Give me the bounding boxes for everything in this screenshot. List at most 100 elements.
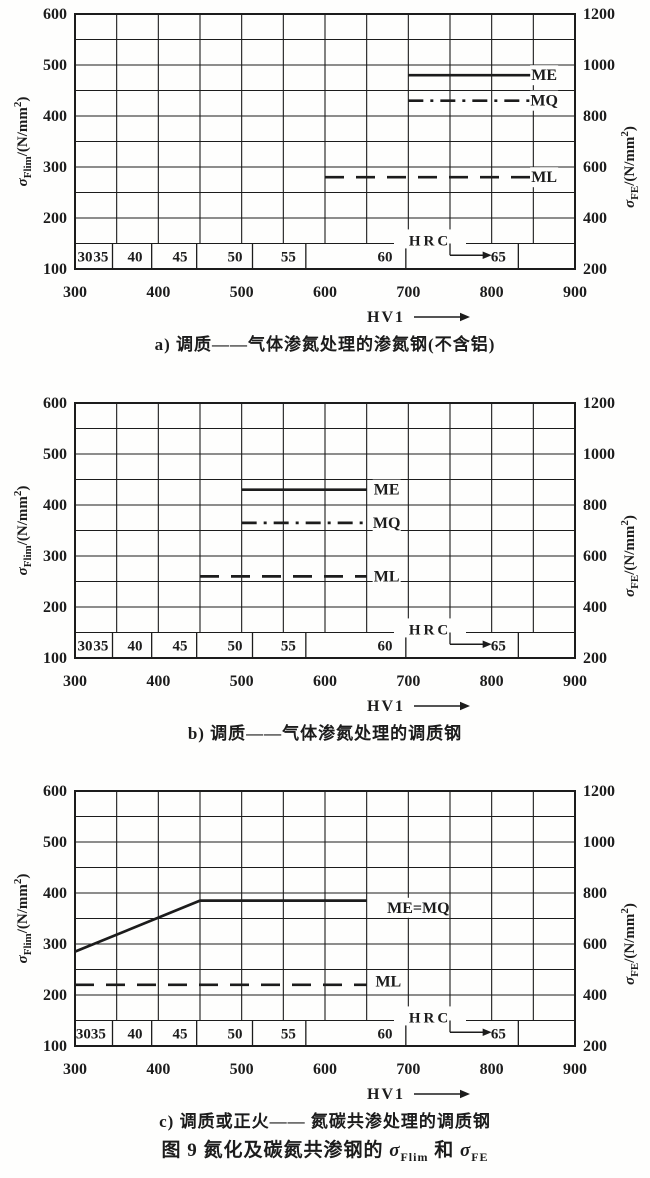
- series-label-bg: [389, 897, 448, 918]
- y-right-tick: 400: [583, 599, 607, 616]
- left-axis-title: σFlim/(N/mm2): [12, 486, 34, 576]
- hrc-label: HRC: [409, 1010, 451, 1026]
- series-label-bg: [372, 512, 401, 533]
- series-ml: ML: [75, 971, 403, 992]
- y-left-tick: 500: [43, 57, 67, 74]
- y-right-tick: 600: [583, 936, 607, 953]
- series-label-bg: [372, 566, 401, 587]
- hrc-value: 50: [228, 1026, 243, 1042]
- series-label-bg: [372, 479, 401, 500]
- arrowhead: [482, 1028, 492, 1037]
- x-tick: 300: [63, 284, 87, 301]
- right-axis-title: σFE/(N/mm2): [619, 903, 641, 985]
- chart-a-svg: HRC 30 35 40 45 50 55 60 65 ME MQ ML 600 500 400 300 200…: [12, 6, 641, 326]
- hrc-label: HRC: [409, 622, 451, 638]
- plot-border: [74, 13, 576, 270]
- hrc-value: 40: [128, 638, 143, 654]
- series-me: ME: [408, 65, 559, 86]
- chart-c-plot: HRC 30 35 40 45 50 55 60 65 ME=MQ ML 600 500 400 300 20…: [0, 777, 650, 1111]
- series-label-bg: [374, 971, 403, 992]
- x-tick: 800: [480, 673, 504, 690]
- hrc-scale: HRC 30 35 40 45 50 55 60 65: [76, 1006, 519, 1046]
- y-right-tick: 600: [583, 548, 607, 565]
- hrc-label: HRC: [409, 233, 451, 249]
- x-tick: 600: [313, 284, 337, 301]
- right-axis-title: σFE/(N/mm2): [619, 515, 641, 597]
- x-axis-title: HV1: [367, 309, 405, 326]
- series-me: ME: [241, 479, 401, 500]
- y-right-tick: 800: [583, 108, 607, 125]
- x-tick: 400: [146, 1061, 170, 1078]
- sigma-fe-symbol: σ: [459, 1140, 472, 1161]
- x-tick: 700: [396, 1061, 420, 1078]
- arrowhead: [460, 1089, 470, 1099]
- y-left-tick: 300: [43, 936, 67, 953]
- arrowhead: [482, 640, 492, 649]
- hrc-label-bg: [394, 229, 466, 249]
- hrc-value: 60: [378, 638, 393, 654]
- x-tick: 600: [313, 673, 337, 690]
- hrc-scale: HRC 30 35 40 45 50 55 60 65: [78, 229, 519, 269]
- hrc-value: 60: [378, 249, 393, 265]
- chart-a-caption: a) 调质——气体渗氮处理的渗氮钢(不含铝): [154, 335, 496, 354]
- y-left-tick: 300: [43, 548, 67, 565]
- x-tick: 700: [396, 284, 420, 301]
- arrowhead: [482, 251, 492, 260]
- hrc-value: 55: [281, 249, 296, 265]
- series-me-mq: ME=MQ: [74, 897, 450, 953]
- hrc-value: 45: [173, 638, 188, 654]
- x-tick: 600: [313, 1061, 337, 1078]
- figure-title: 图 9 氮化及碳氮共渗钢的 σFlim 和 σFE: [0, 1136, 650, 1166]
- hrc-value: 30: [78, 638, 93, 654]
- y-left-tick: 600: [43, 395, 67, 412]
- x-tick: 700: [396, 673, 420, 690]
- y-left-tick: 200: [43, 987, 67, 1004]
- chart-a-plot: HRC 30 35 40 45 50 55 60 65 ME MQ ML 600 500 400 300 200…: [0, 0, 650, 334]
- y-right-tick: 1000: [583, 57, 615, 74]
- x-tick: 300: [63, 673, 87, 690]
- x-tick: 800: [480, 284, 504, 301]
- hrc-value: 50: [228, 638, 243, 654]
- hrc-value: 65: [491, 1026, 506, 1042]
- hrc-value: 50: [228, 249, 243, 265]
- chart-c-caption: c) 调质或正火—— 氮碳共渗处理的调质钢: [159, 1112, 491, 1131]
- sigma-fe-subscript: FE: [471, 1149, 489, 1164]
- y-left-tick: 100: [43, 650, 67, 667]
- x-tick: 500: [230, 284, 254, 301]
- hrc-scale: HRC 30 35 40 45 50 55 60 65: [78, 618, 519, 658]
- hrc-value: 35: [91, 1026, 106, 1042]
- y-right-tick: 800: [583, 497, 607, 514]
- x-tick: 900: [563, 1061, 587, 1078]
- hrc-value: 55: [281, 638, 296, 654]
- y-right-tick: 400: [583, 987, 607, 1004]
- y-right-tick: 1000: [583, 446, 615, 463]
- series-label: ME=MQ: [387, 900, 449, 917]
- y-left-tick: 100: [43, 1038, 67, 1055]
- x-tick: 300: [63, 1061, 87, 1078]
- chart-c: HRC 30 35 40 45 50 55 60 65 ME=MQ ML 600 500 400 300 20…: [0, 777, 650, 1133]
- chart-b-plot: HRC 30 35 40 45 50 55 60 65 ME MQ ML 600 500 400 300 200…: [0, 389, 650, 723]
- series-label: ML: [531, 169, 557, 186]
- x-tick: 800: [480, 1061, 504, 1078]
- hrc-value: 35: [93, 249, 108, 265]
- series-mq: MQ: [241, 512, 401, 533]
- x-tick: 900: [563, 673, 587, 690]
- hrc-value: 40: [128, 1026, 143, 1042]
- hrc-label-bg: [394, 1006, 466, 1026]
- y-right-tick: 400: [583, 210, 607, 227]
- y-left-tick: 200: [43, 210, 67, 227]
- y-left-tick: 400: [43, 497, 67, 514]
- y-right-tick: 1200: [583, 6, 615, 23]
- arrowhead: [460, 312, 470, 322]
- y-right-tick: 600: [583, 159, 607, 176]
- y-left-tick: 100: [43, 261, 67, 278]
- y-left-tick: 400: [43, 108, 67, 125]
- series-label-bg: [530, 65, 559, 86]
- gridlines: [75, 403, 575, 634]
- chart-c-svg: HRC 30 35 40 45 50 55 60 65 ME=MQ ML 600 500 400 300 20…: [12, 783, 641, 1103]
- series-label-bg: [530, 167, 559, 188]
- x-tick: 500: [230, 1061, 254, 1078]
- chart-b: HRC 30 35 40 45 50 55 60 65 ME MQ ML 600 500 400 300 200…: [0, 389, 650, 745]
- y-left-tick: 400: [43, 885, 67, 902]
